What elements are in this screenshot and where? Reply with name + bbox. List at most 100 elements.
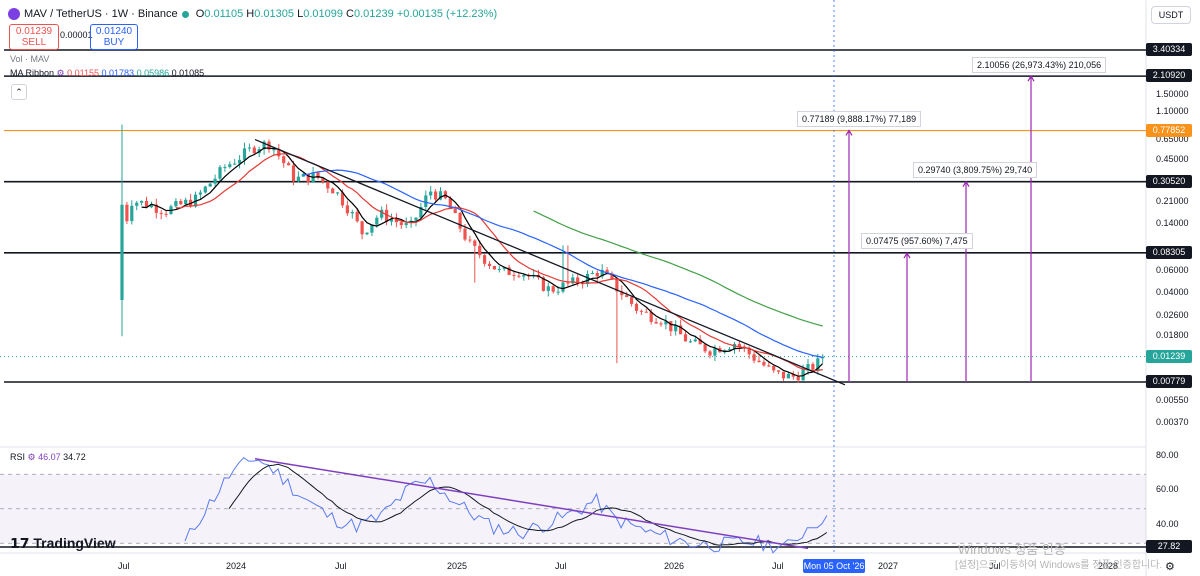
- candle-body: [360, 221, 364, 235]
- candle-body: [693, 339, 697, 342]
- target-annotation-0[interactable]: 2.10056 (26,973.43%) 210,056: [972, 57, 1107, 73]
- candle-body: [473, 240, 477, 246]
- candle-body: [233, 163, 237, 165]
- candle-body: [130, 205, 134, 222]
- candle-body: [213, 178, 217, 184]
- buy-button[interactable]: 0.01240 BUY: [90, 24, 138, 50]
- currency-button[interactable]: USDT: [1151, 6, 1191, 24]
- candle-body: [551, 286, 555, 292]
- candle-body: [546, 286, 550, 291]
- candle-body: [238, 159, 242, 164]
- candle-body: [429, 191, 433, 196]
- candle-body: [620, 291, 624, 296]
- candle-body: [654, 321, 658, 324]
- candle-body: [522, 274, 526, 277]
- ma-ribbon-legend[interactable]: MA Ribbon ⚙ 0.01155 0.01783 0.05986 0.01…: [10, 68, 204, 79]
- candle-body: [786, 373, 790, 379]
- rsi-legend[interactable]: RSI ⚙ 46.07 34.72: [10, 452, 86, 463]
- brand-text: TradingView: [33, 535, 116, 551]
- candle-body: [487, 263, 492, 267]
- candle-body: [223, 167, 227, 169]
- candle-body: [399, 222, 403, 226]
- candle-body: [326, 181, 330, 189]
- candle-body: [296, 176, 300, 182]
- candle-body: [590, 272, 594, 274]
- candle-body: [316, 172, 320, 179]
- close-value: 0.01239: [353, 8, 394, 20]
- candle-body: [625, 295, 629, 297]
- candle-body: [492, 266, 496, 270]
- time-axis-label: 2026: [664, 561, 685, 571]
- price-tag: 0.77852: [1146, 123, 1192, 137]
- target-annotation-3[interactable]: 0.07475 (957.60%) 7,475: [861, 233, 973, 249]
- candle-body: [497, 268, 501, 270]
- candle-body: [291, 165, 296, 182]
- candle-body: [193, 194, 198, 207]
- candle-body: [208, 183, 212, 187]
- ma-ribbon-label: MA Ribbon: [10, 68, 55, 78]
- candle-body: [600, 269, 604, 277]
- candle-body: [502, 267, 506, 269]
- low-label: L: [297, 8, 304, 20]
- ma-ribbon-value-2: 0.01783: [101, 68, 135, 78]
- high-label: H: [246, 8, 255, 20]
- symbol-header: MAV / TetherUS · 1W · Binance O0.01105 H…: [8, 8, 497, 21]
- candle-body: [414, 217, 418, 221]
- volume-legend[interactable]: Vol · MAV: [10, 54, 50, 64]
- candle-body: [585, 273, 590, 284]
- candle-body: [659, 323, 663, 325]
- candle-body: [252, 147, 256, 154]
- candle-body: [698, 339, 702, 345]
- candle-body: [394, 219, 398, 223]
- candle-body: [247, 147, 251, 149]
- target-annotation-2[interactable]: 0.29740 (3,809.75%) 29,740: [913, 162, 1038, 178]
- time-axis-label: Jul: [335, 561, 347, 571]
- candle-body: [605, 269, 609, 274]
- candle-body: [424, 195, 428, 208]
- close-label: C: [346, 8, 354, 20]
- candle-body: [453, 208, 457, 214]
- rsi-settings-icon[interactable]: ⚙: [27, 452, 36, 462]
- settings-gear-icon[interactable]: ⚙: [1165, 561, 1175, 573]
- price-axis-label: 0.04000: [1156, 286, 1189, 297]
- spread-value: 0.00001: [60, 30, 93, 40]
- candle-body: [576, 277, 580, 284]
- price-axis-label: 0.21000: [1156, 196, 1189, 207]
- rsi-trendline: [254, 457, 809, 550]
- rsi-axis-label: 80.00: [1156, 450, 1179, 460]
- ma-ribbon-line-blue: [303, 169, 823, 359]
- target-annotation-1[interactable]: 0.77189 (9,888.17%) 77,189: [797, 111, 922, 127]
- price-axis-label: 1.10000: [1156, 105, 1189, 116]
- candle-body: [664, 321, 668, 325]
- candle-body: [644, 311, 648, 313]
- sell-label: SELL: [21, 37, 47, 48]
- candle-body: [404, 223, 408, 226]
- activation-watermark-text: [설정]으로 이동하여 Windows를 정품 인증합니다.: [955, 560, 1163, 571]
- candle-body: [345, 205, 349, 214]
- candle-body: [144, 200, 149, 208]
- candle-body: [438, 191, 443, 200]
- low-value: 0.01099: [303, 8, 343, 20]
- settings-icon[interactable]: ⚙: [56, 68, 65, 78]
- price-axis-label: 0.14000: [1156, 218, 1189, 229]
- target-arrow-head-1: [845, 129, 853, 136]
- candle-body: [448, 198, 452, 209]
- candle-body: [468, 239, 472, 241]
- candle-body: [375, 217, 379, 225]
- candle-body: [355, 211, 359, 222]
- candle-body: [708, 351, 712, 356]
- candle-body: [801, 369, 805, 381]
- candle-body: [541, 277, 545, 291]
- candle-body: [478, 245, 482, 256]
- time-axis-label: Jul: [989, 561, 1001, 571]
- ma-ribbon-line-green: [533, 210, 823, 327]
- candle-body: [752, 354, 756, 361]
- sell-button[interactable]: 0.01239 SELL: [9, 24, 59, 50]
- candle-body: [703, 344, 707, 352]
- chevron-up-icon[interactable]: ⌃: [11, 84, 27, 100]
- candle-body: [634, 303, 639, 311]
- tradingview-logo[interactable]: 𝟭𝟳 TradingView: [10, 535, 116, 552]
- candle-body: [159, 212, 163, 214]
- candle-body: [463, 228, 467, 240]
